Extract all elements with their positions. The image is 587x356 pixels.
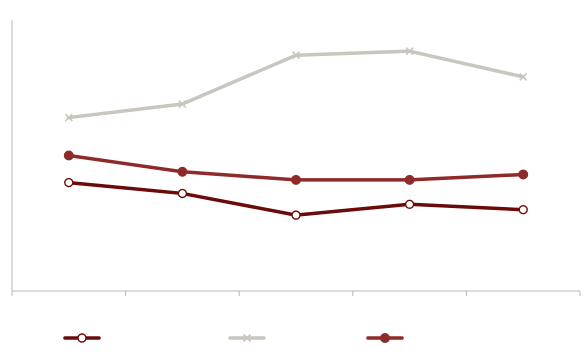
series-1-point-3 [291,210,301,220]
legend-swatch-marker [242,333,252,343]
legend-item-3 [366,333,404,343]
series-1-point-4 [404,199,415,209]
legend-swatch-marker [77,333,87,343]
series-1-line [67,180,525,217]
series-1-point-2 [177,188,188,199]
legend [63,333,404,343]
series-2 [64,47,528,122]
legend-swatch-marker [380,333,390,343]
series-2-line [67,49,525,120]
legend-item-2 [228,333,266,343]
series-3-point-5 [518,169,529,180]
axes [11,20,581,296]
series-3-point-4 [404,174,415,185]
series-2-point-1 [64,113,73,122]
series-3 [63,150,529,185]
legend-item-1 [63,333,101,343]
series-3-point-3 [291,174,301,185]
series-1-point-5 [518,204,528,215]
series-1 [64,177,528,220]
series-2-point-3 [291,51,301,60]
series-2-point-2 [178,99,187,109]
series-3-point-1 [63,150,74,161]
series-2-point-5 [519,72,528,81]
series-3-point-2 [177,166,188,177]
series-1-point-1 [64,177,74,188]
series-layer [63,47,529,220]
series-2-point-4 [405,47,414,56]
